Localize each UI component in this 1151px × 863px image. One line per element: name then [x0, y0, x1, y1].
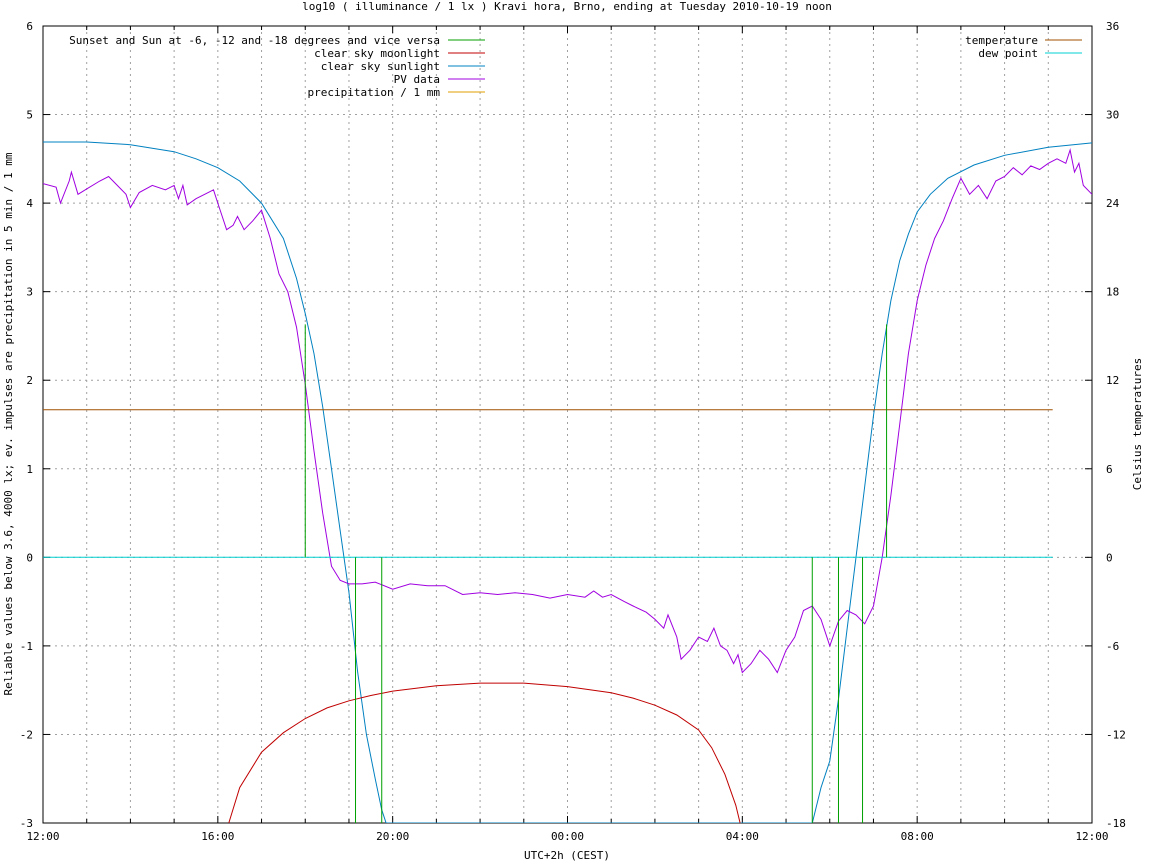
- legend: Sunset and Sun at -6, -12 and -18 degree…: [69, 34, 1082, 99]
- y-tick-label: -1: [20, 640, 33, 653]
- legend-label: clear sky sunlight: [321, 60, 440, 73]
- legend-label: precipitation / 1 mm: [308, 86, 441, 99]
- y2-tick-label: 0: [1106, 551, 1113, 564]
- y-tick-label: 3: [26, 286, 33, 299]
- y-tick-label: 4: [26, 197, 33, 210]
- chart-title: log10 ( illuminance / 1 lx ) Kravi hora,…: [302, 0, 832, 13]
- y2-tick-label: 24: [1106, 197, 1120, 210]
- y2-tick-label: 12: [1106, 374, 1119, 387]
- y-axis-label: Reliable values below 3.6, 4000 lx; ev. …: [2, 152, 15, 695]
- series-clear-sky-moonlight: [228, 682, 741, 823]
- legend-label: Sunset and Sun at -6, -12 and -18 degree…: [69, 34, 440, 47]
- x-tick-label: 20:00: [376, 830, 409, 843]
- x-tick-label: 12:00: [1075, 830, 1108, 843]
- x-tick-label: 04:00: [726, 830, 759, 843]
- y2-tick-label: 18: [1106, 286, 1119, 299]
- x-tick-label: 00:00: [551, 830, 584, 843]
- y-tick-label: 6: [26, 20, 33, 33]
- plot-frame: [42, 25, 1093, 824]
- y2-tick-label: 6: [1106, 463, 1113, 476]
- legend-label: dew point: [978, 47, 1038, 60]
- series-pv-data: [43, 148, 1092, 674]
- y-tick-label: 2: [26, 374, 33, 387]
- series-group: [43, 141, 1092, 823]
- y-tick-label: -3: [20, 817, 33, 830]
- y2-tick-label: -12: [1106, 728, 1126, 741]
- x-axis-label: UTC+2h (CEST): [524, 849, 610, 862]
- grid: [43, 26, 1092, 823]
- legend-label: temperature: [965, 34, 1038, 47]
- series-clear-sky-sunlight: [43, 141, 1092, 823]
- y-tick-label: 1: [26, 463, 33, 476]
- y2-tick-label: -6: [1106, 640, 1119, 653]
- y2-axis-label: Celsius temperatures: [1131, 358, 1144, 490]
- legend-label: clear sky moonlight: [314, 47, 440, 60]
- y-tick-label: 0: [26, 551, 33, 564]
- legend-label: PV data: [394, 73, 440, 86]
- y2-tick-label: 36: [1106, 20, 1119, 33]
- y2-tick-label: -18: [1106, 817, 1126, 830]
- y-tick-label: -2: [20, 728, 33, 741]
- y2-tick-label: 30: [1106, 109, 1119, 122]
- x-tick-label: 16:00: [201, 830, 234, 843]
- x-tick-label: 08:00: [901, 830, 934, 843]
- x-tick-label: 12:00: [26, 830, 59, 843]
- y-tick-label: 5: [26, 109, 33, 122]
